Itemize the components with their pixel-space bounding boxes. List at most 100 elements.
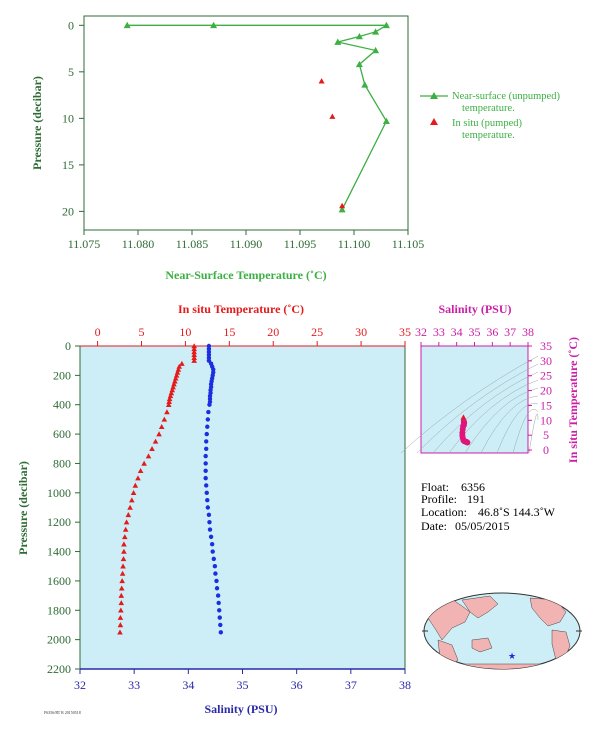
ns-y-tick-label: 15 (62, 158, 74, 172)
temperature-point (166, 398, 172, 405)
ts-y-tick-label: 30 (540, 354, 552, 368)
footer-small-text: F6356/RT R 20150518 (44, 710, 81, 715)
ts-x-ticks: 32 33 34 35 36 37 38 (415, 325, 534, 346)
near-surface-chart: 11.075 11.080 11.085 11.090 11.095 11.100 11.1… (30, 15, 560, 282)
sal-tick-label: 33 (128, 678, 140, 692)
ns-x-tick-label: 11.095 (284, 237, 317, 251)
profile-temperature-series (117, 343, 197, 635)
ns-x-tick-label: 11.075 (68, 237, 101, 251)
ts-plot-area (420, 345, 529, 454)
pressure-tick-label: 1800 (47, 603, 71, 617)
float-info: Float: 6356 Profile: 191 Location: 46.8˚… (421, 480, 556, 533)
salinity-point (208, 534, 214, 540)
profile-salinity-ticks: 32 33 34 35 36 37 38 (74, 669, 411, 692)
temperature-point (121, 548, 127, 554)
profile-pressure-ticks: 0 200 400 600 800 1000 1200 1400 1600 1800 2000 220… (47, 339, 80, 676)
pressure-tick-label: 2000 (47, 633, 71, 647)
star-icon: ★ (508, 651, 516, 661)
pressure-tick-label: 1200 (47, 515, 71, 529)
density-contour (432, 371, 539, 454)
temp-tick-label: 5 (138, 325, 144, 339)
in-situ-point (329, 113, 336, 119)
temperature-point (132, 482, 139, 488)
temperature-point (172, 375, 179, 381)
temperature-point (135, 475, 141, 481)
temperature-point (164, 409, 170, 415)
salinity-point (203, 453, 208, 459)
salinity-point (215, 593, 221, 598)
salinity-point (204, 431, 209, 437)
near-surface-y-axis-title: Pressure (decibar) (30, 76, 44, 170)
ns-point (361, 81, 369, 88)
temperature-point (158, 423, 165, 429)
temperature-point (118, 607, 124, 613)
legend-label-near-surface-2: temperature. (462, 103, 515, 114)
density-contour (416, 363, 539, 454)
ns-point (338, 206, 346, 213)
ts-y-tick-label: 0 (543, 443, 549, 457)
pressure-tick-label: 200 (53, 368, 71, 382)
temperature-point (117, 629, 123, 635)
temperature-point (129, 497, 135, 503)
ts-diagram: Salinity (PSU) 32 33 34 35 36 37 38 0510152025… (400, 302, 580, 463)
density-contour (400, 355, 539, 454)
ns-point (355, 60, 363, 68)
salinity-point (211, 556, 216, 562)
temperature-point (191, 352, 197, 358)
temperature-point (119, 570, 126, 576)
sal-tick-label: 36 (291, 678, 303, 692)
sal-tick-label: 35 (237, 678, 249, 692)
near-surface-legend: Near-surface (unpumped) temperature. In … (420, 91, 560, 141)
pressure-tick-label: 600 (53, 427, 71, 441)
date-label: Date: (421, 519, 447, 533)
temperature-point (191, 346, 197, 352)
temp-tick-label: 0 (95, 325, 101, 339)
salinity-point (204, 446, 209, 451)
legend-label-near-surface-1: Near-surface (unpumped) (452, 91, 560, 102)
ns-y-tick-label: 10 (62, 111, 74, 125)
ns-point (334, 38, 342, 45)
near-surface-series (123, 21, 390, 213)
pressure-tick-label: 400 (53, 398, 71, 412)
ns-x-tick-label: 11.085 (176, 237, 209, 251)
ts-x-tick-label: 37 (504, 325, 516, 339)
land-asia-east (461, 595, 499, 619)
date-value: 05/05/2015 (455, 519, 510, 533)
temperature-point (191, 349, 197, 355)
temperature-point (167, 393, 174, 399)
ts-points (459, 414, 471, 446)
temperature-point (179, 360, 185, 366)
temperature-point (120, 563, 126, 569)
profile-chart: In situ Temperature (˚C) 0 5 10 15 20 25 30 35 … (16, 302, 411, 716)
temperature-point (119, 578, 125, 584)
profile-y-axis-title: Pressure (decibar) (16, 461, 30, 555)
ns-point (382, 21, 390, 29)
pressure-tick-label: 1400 (47, 545, 71, 559)
temp-tick-label: 35 (399, 325, 411, 339)
ts-x-tick-label: 36 (486, 325, 498, 339)
salinity-point (213, 571, 218, 576)
ts-y-tick-label: 5 (543, 428, 549, 442)
ns-y-tick-label: 5 (68, 65, 74, 79)
temperature-point (149, 445, 155, 452)
salinity-point (212, 564, 218, 569)
pressure-tick-label: 0 (65, 339, 71, 353)
temperature-point (172, 378, 178, 384)
ts-y-tick-label: 25 (540, 369, 552, 383)
ns-point (355, 32, 363, 40)
temperature-point (130, 490, 137, 496)
temp-tick-label: 25 (311, 325, 323, 339)
temperature-point (121, 541, 127, 547)
ts-x-tick-label: 35 (469, 325, 481, 339)
ns-x-tick-label: 11.090 (230, 237, 263, 251)
ns-point (372, 28, 380, 35)
salinity-point (205, 417, 211, 422)
salinity-point (205, 505, 211, 510)
temperature-point (120, 556, 127, 562)
salinity-point (203, 475, 208, 481)
world-map: ★ (422, 592, 582, 670)
temperature-point (170, 384, 176, 390)
land-australia (471, 637, 493, 653)
